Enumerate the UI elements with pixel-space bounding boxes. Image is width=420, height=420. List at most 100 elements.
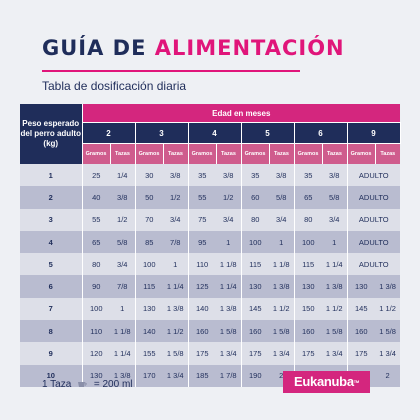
- grams-cell: 75: [187, 208, 216, 231]
- weight-cell: 5: [20, 253, 83, 276]
- cups-cell: 1 7/8: [216, 364, 241, 387]
- cups-cell: 3/4: [216, 208, 241, 231]
- cups-cell: 1 3/4: [322, 342, 347, 365]
- grams-cell: 175: [293, 342, 322, 365]
- grams-cell: 35: [240, 164, 269, 187]
- units-row: Gramos Tazas Gramos Tazas Gramos Tazas G…: [20, 143, 401, 164]
- cups-cell: 5/8: [269, 186, 294, 209]
- cups-cell: 1 1/8: [110, 320, 135, 343]
- months-row: 2 3 4 5 6 9: [20, 122, 401, 144]
- cup-volume: = 200 ml: [93, 379, 133, 390]
- grams-cell: 35: [293, 164, 322, 187]
- cups-cell: 3/8: [110, 186, 135, 209]
- cups-cell: 5/8: [110, 230, 135, 254]
- age-header: Edad en meses: [82, 104, 401, 123]
- unit-cups: Tazas: [215, 143, 241, 164]
- cup-label: 1 Taza: [42, 379, 72, 390]
- grams-cell: 80: [81, 253, 110, 276]
- cups-cell: 1 5/8: [163, 342, 188, 365]
- unit-cups: Tazas: [268, 143, 294, 164]
- table-row: 5 80 3/4 100 1 110 1 1/8 115 1 1/8 115 1 1/4 ADULTO: [20, 253, 401, 276]
- weight-cell: 3: [20, 208, 83, 231]
- cups-cell: 1 1/8: [269, 253, 294, 276]
- cups-cell: 3/8: [322, 164, 347, 187]
- measuring-cup-icon: [78, 381, 87, 387]
- grams-cell: 185: [187, 364, 216, 387]
- grams-cell: 145: [240, 297, 269, 321]
- grams-cell: 60: [240, 186, 269, 209]
- cups-cell: 1/2: [110, 208, 135, 231]
- grams-cell: 35: [187, 164, 216, 187]
- grams-cell: 190: [240, 364, 269, 387]
- grams-cell: 40: [81, 186, 110, 209]
- cups-cell: 1 1/4: [322, 253, 347, 276]
- cups-cell: 1: [110, 297, 135, 321]
- unit-cups: Tazas: [374, 143, 401, 164]
- unit-cups: Tazas: [162, 143, 188, 164]
- cups-cell: 1: [163, 253, 188, 276]
- month-header: 4: [187, 122, 242, 144]
- cups-cell: 3/4: [322, 208, 347, 231]
- grams-cell: 25: [81, 164, 110, 187]
- table-row: 4 65 5/8 85 7/8 95 1 100 1 100 1 ADULTO: [20, 230, 401, 254]
- page-title: GUÍA DE ALIMENTACIÓN: [42, 36, 345, 60]
- grams-cell: 160: [293, 320, 322, 343]
- table-row: 6 90 7/8 115 1 1/4 125 1 1/4 130 1 3/8 130 1 3/8 13…: [20, 275, 401, 298]
- grams-cell: 145: [346, 297, 375, 321]
- cups-cell: 1 1/8: [216, 253, 241, 276]
- grams-cell: 130: [134, 297, 163, 321]
- grams-cell: 115: [293, 253, 322, 276]
- grams-cell: 150: [293, 297, 322, 321]
- grams-cell: 30: [134, 164, 163, 187]
- adult-cell: ADULTO: [346, 164, 401, 187]
- cups-cell: 1: [269, 230, 294, 254]
- grams-cell: 110: [81, 320, 110, 343]
- logo-trademark: TM: [353, 379, 359, 384]
- cups-cell: 1: [216, 230, 241, 254]
- cups-cell: 1 1/2: [163, 320, 188, 343]
- table-row: 8 110 1 1/8 140 1 1/2 160 1 5/8 160 1 5/8 160 1 5/…: [20, 320, 401, 343]
- unit-grams: Gramos: [240, 143, 269, 164]
- cups-cell: 1 1/2: [269, 297, 294, 321]
- grams-cell: 95: [187, 230, 216, 254]
- adult-cell: ADULTO: [346, 208, 401, 231]
- grams-cell: 130: [81, 364, 110, 387]
- weight-cell: 6: [20, 275, 83, 298]
- unit-grams: Gramos: [187, 143, 216, 164]
- cups-cell: 5/8: [322, 186, 347, 209]
- month-header: 2: [81, 122, 136, 144]
- title-part-1: GUÍA DE: [42, 36, 147, 60]
- cups-cell: 1/4: [110, 164, 135, 187]
- cups-cell: 1 3/8: [375, 275, 401, 298]
- grams-cell: 160: [346, 320, 375, 343]
- grams-cell: 120: [81, 342, 110, 365]
- adult-cell: ADULTO: [346, 186, 401, 209]
- cups-cell: 1: [322, 230, 347, 254]
- cups-cell: 7/8: [163, 230, 188, 254]
- cups-cell: 1 3/8: [269, 275, 294, 298]
- adult-cell: ADULTO: [346, 253, 401, 276]
- grams-cell: 55: [81, 208, 110, 231]
- grams-cell: 175: [240, 342, 269, 365]
- grams-cell: 80: [293, 208, 322, 231]
- cups-cell: 1 5/8: [375, 320, 401, 343]
- table-row: 2 40 3/8 50 1/2 55 1/2 60 5/8 65 5/8 ADULTO: [20, 186, 401, 209]
- grams-cell: 175: [187, 342, 216, 365]
- grams-cell: 160: [240, 320, 269, 343]
- unit-grams: Gramos: [134, 143, 163, 164]
- cups-cell: 1 1/2: [322, 297, 347, 321]
- cups-cell: 3/4: [163, 208, 188, 231]
- grams-cell: 70: [134, 208, 163, 231]
- adult-cell: ADULTO: [346, 230, 401, 254]
- grams-cell: 110: [187, 253, 216, 276]
- table-row: 7 100 1 130 1 3/8 140 1 3/8 145 1 1/2 150 1 1/2 145…: [20, 297, 401, 321]
- grams-cell: 130: [346, 275, 375, 298]
- month-header: 9: [346, 122, 401, 144]
- month-header: 5: [240, 122, 295, 144]
- cups-cell: 1 5/8: [216, 320, 241, 343]
- cups-cell: 3/8: [216, 164, 241, 187]
- weight-column-header: Peso esperado del perro adulto (kg): [20, 104, 83, 164]
- weight-cell: 10: [20, 364, 83, 387]
- cups-cell: 7/8: [110, 275, 135, 298]
- cups-cell: 1/2: [216, 186, 241, 209]
